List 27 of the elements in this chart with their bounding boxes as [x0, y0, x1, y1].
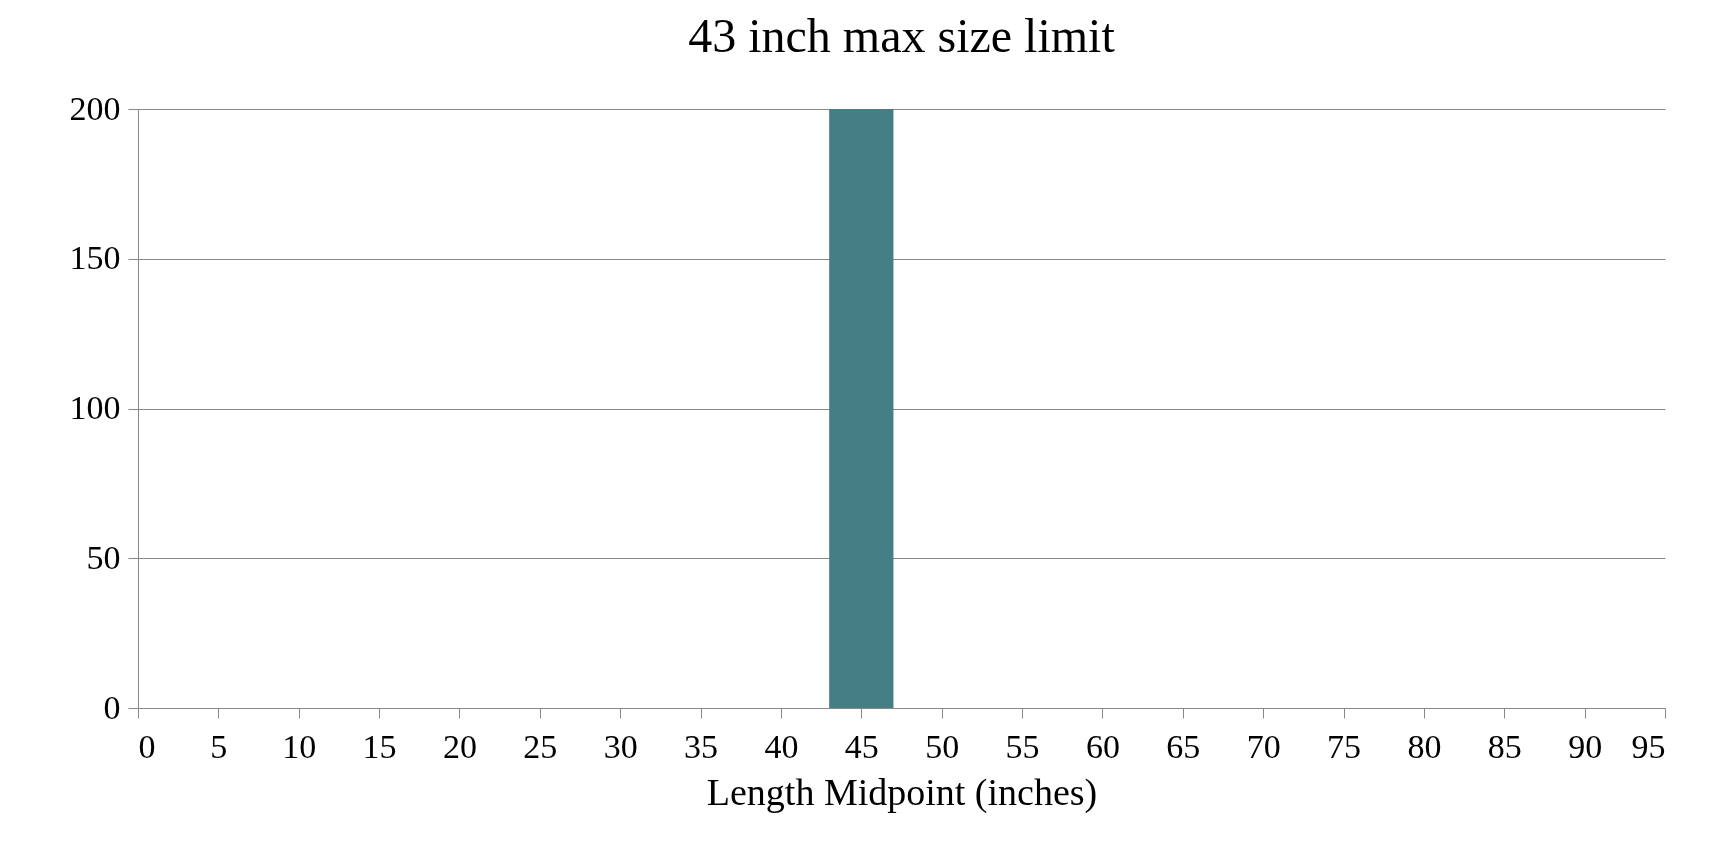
y-tick-label: 100	[69, 389, 121, 426]
x-tick-label: 10	[282, 727, 317, 765]
x-tick-label: 50	[925, 727, 960, 765]
y-tick-label: 150	[69, 239, 121, 277]
x-tick-label: 90	[1568, 727, 1603, 765]
y-tick-label: 0	[103, 688, 121, 726]
x-tick-label: 65	[1166, 727, 1201, 765]
x-axis-title: Length Midpoint (inches)	[706, 770, 1098, 814]
x-tick-label: 55	[1005, 727, 1040, 765]
chart-title: 43 inch max size limit	[688, 9, 1116, 62]
x-tick-label: 35	[684, 727, 719, 765]
x-tick-label: 75	[1327, 727, 1362, 765]
x-tick-label: 30	[603, 727, 638, 765]
x-tick-label: 40	[764, 727, 799, 765]
x-tick-label: 20	[442, 727, 477, 765]
x-tick-label: 45	[844, 727, 879, 765]
x-tick-label: 85	[1487, 727, 1522, 765]
x-tick-label: 80	[1407, 727, 1442, 765]
x-tick-label: 70	[1246, 727, 1281, 765]
x-tick-label: 25	[523, 727, 558, 765]
y-tick-label: 200	[69, 89, 121, 127]
x-tick-label: 5	[210, 727, 228, 765]
x-tick-label: 15	[362, 727, 397, 765]
y-tick-label: 50	[86, 538, 121, 576]
x-tick-label: 95	[1631, 727, 1666, 765]
x-tick-label: 0	[138, 727, 156, 765]
x-tick-label: 60	[1085, 727, 1120, 765]
